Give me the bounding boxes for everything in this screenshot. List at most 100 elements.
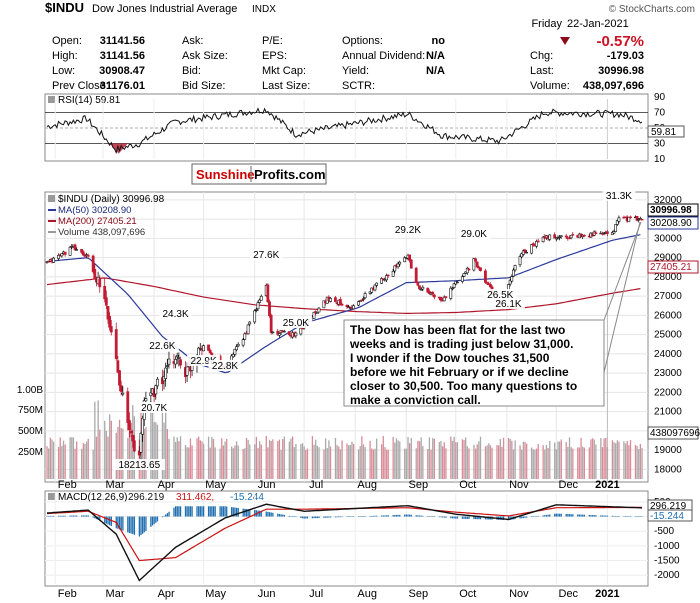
volume-bar <box>156 424 159 479</box>
volume-bar <box>572 448 574 479</box>
volume-bar <box>244 448 246 479</box>
macd-hist-bar <box>441 516 444 518</box>
candle-body <box>118 370 121 386</box>
macd-hist-bar <box>600 515 602 517</box>
volume-bar <box>230 446 233 479</box>
macd-hist-bar <box>422 515 424 517</box>
volume-bar <box>270 441 272 479</box>
volume-bar <box>176 437 178 479</box>
candle-body <box>380 278 383 284</box>
macd-hist-bar <box>430 516 432 517</box>
candle-body <box>474 258 477 262</box>
stat-label: SCTR: <box>342 80 375 92</box>
volume-bar <box>282 439 284 479</box>
peak-annotation: 22.8K <box>212 361 238 372</box>
volume-bar <box>491 447 493 479</box>
macd-hist-bar <box>176 506 178 517</box>
macd-hist-bar <box>420 515 422 517</box>
volume-bar <box>69 437 71 479</box>
macd-hist-bar <box>535 516 538 517</box>
volume-bar <box>486 445 488 479</box>
macd-hist-bar <box>62 515 65 517</box>
candle-body <box>520 253 524 258</box>
ma200-line <box>46 277 641 314</box>
macd-hist-bar <box>313 516 315 519</box>
price-tick: 19000 <box>654 445 682 456</box>
macd-hist-bar <box>132 516 134 535</box>
candle-body <box>185 366 189 376</box>
volume-bar <box>417 440 419 479</box>
macd-hist-bar <box>249 509 251 517</box>
volume-bar <box>590 439 592 479</box>
volume-bar <box>511 440 513 479</box>
macd-hist-bar <box>395 514 398 517</box>
candle-body <box>426 287 430 293</box>
x-axis-label: Dec <box>559 479 579 491</box>
macd-hist-bar <box>328 516 330 518</box>
macd-hist-bar <box>407 514 409 517</box>
volume-bar <box>374 448 376 479</box>
price-tick: 26000 <box>654 310 682 321</box>
macd-value: 311.462, <box>176 492 214 503</box>
volume-bar <box>165 411 167 479</box>
macd-hist-bar <box>201 506 203 517</box>
volume-bar <box>62 440 65 479</box>
volume-bar <box>461 439 464 479</box>
candle-body <box>139 432 143 453</box>
volume-bar <box>352 443 355 479</box>
macd-hist-bar <box>624 516 627 517</box>
macd-hist-bar <box>74 515 76 517</box>
volume-bar <box>247 439 249 479</box>
candle-body <box>419 289 423 291</box>
volume-bar <box>582 446 584 479</box>
candle-body <box>177 357 181 359</box>
volume-bar <box>522 441 525 479</box>
candle-body <box>322 300 326 309</box>
volume-bar <box>189 438 192 479</box>
price-right-label: 30208.90 <box>650 218 692 229</box>
volume-bar <box>524 441 526 479</box>
x-axis: Feb Feb Mar Mar Apr Apr May May Jun Jun Jul Jul Aug A… <box>58 479 620 600</box>
candle-body <box>385 275 388 281</box>
macd-right-labels: 296.219-15.244 <box>647 499 693 522</box>
macd-hist-bar <box>166 513 169 517</box>
callout-line: closer to 30,500. Too many questions to <box>350 379 577 393</box>
volume-bar <box>130 429 132 479</box>
macd-hist-bar <box>593 515 595 517</box>
volume-bar <box>306 448 309 479</box>
stat-value: N/A <box>426 65 445 77</box>
macd-hist-bar <box>507 516 510 521</box>
volume-bar <box>623 441 625 479</box>
volume-bar <box>427 449 429 479</box>
candle-body <box>108 316 112 328</box>
volume-bar <box>361 436 363 479</box>
stat-label: Last: <box>530 65 554 77</box>
macd-hist-bar <box>234 507 236 517</box>
candle-body <box>523 249 527 253</box>
candle-body <box>86 255 90 257</box>
macd-hist-bar <box>105 516 108 524</box>
volume-bar <box>145 427 147 479</box>
macd-histogram <box>46 506 643 537</box>
volume-bar <box>357 449 360 479</box>
macd-hist-bar <box>359 516 361 517</box>
candle-body <box>396 263 400 268</box>
candle-body <box>615 220 619 225</box>
volume-bar <box>636 445 638 479</box>
candle-body <box>569 235 573 239</box>
candle-body <box>479 267 482 271</box>
volume-bar <box>150 401 152 479</box>
macd-hist-bar <box>283 514 286 517</box>
macd-hist-bar <box>224 506 226 517</box>
candle-body <box>617 217 621 222</box>
volume-bar <box>404 448 406 479</box>
candle-body <box>442 296 446 302</box>
header-stats: Open: 31141.56 Ask: P/E: Options: no High: 3114… <box>52 35 644 92</box>
macd-hist-bar <box>282 514 284 517</box>
volume-bar <box>488 443 490 479</box>
macd-hist-bar <box>349 516 351 518</box>
volume-bar <box>369 441 371 479</box>
candle-body <box>57 255 60 259</box>
candle-body <box>518 256 522 266</box>
